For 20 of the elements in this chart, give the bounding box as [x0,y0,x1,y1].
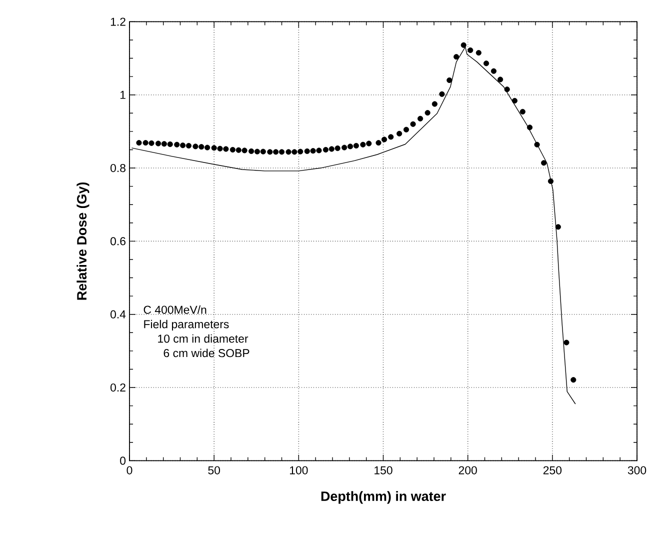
annotation: 10 cm in diameter [158,334,248,343]
x-tick-label: 200 [458,466,477,474]
y-tick-label: 1.2 [110,18,126,26]
annotation: 6 cm wide SOBP [164,348,250,358]
x-tick-label: 250 [543,466,562,474]
x-axis-title: Depth(mm) in water [321,491,446,504]
y-tick-label: 0.2 [110,383,126,392]
y-axis-title: Relative Dose (Gy) [76,182,90,300]
x-tick-label: 150 [374,466,392,474]
y-tick-label: 0.6 [110,237,126,246]
y-tick-label: 1 [120,90,126,99]
x-tick-label: 50 [208,466,220,474]
y-tick-label: 0.4 [110,310,126,318]
y-tick-label: 0.8 [110,164,126,172]
annotation: C 400MeV/n [144,305,206,314]
x-tick-label: 300 [628,466,646,474]
annotation: Field parameters [144,320,229,331]
x-tick-label: 0 [126,466,132,474]
y-tick-label: 0 [120,456,126,465]
x-tick-label: 100 [290,466,308,474]
